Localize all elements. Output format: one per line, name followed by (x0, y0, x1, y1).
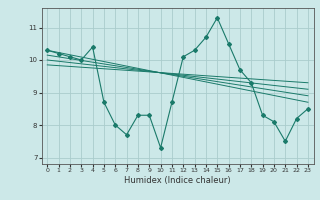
X-axis label: Humidex (Indice chaleur): Humidex (Indice chaleur) (124, 176, 231, 185)
